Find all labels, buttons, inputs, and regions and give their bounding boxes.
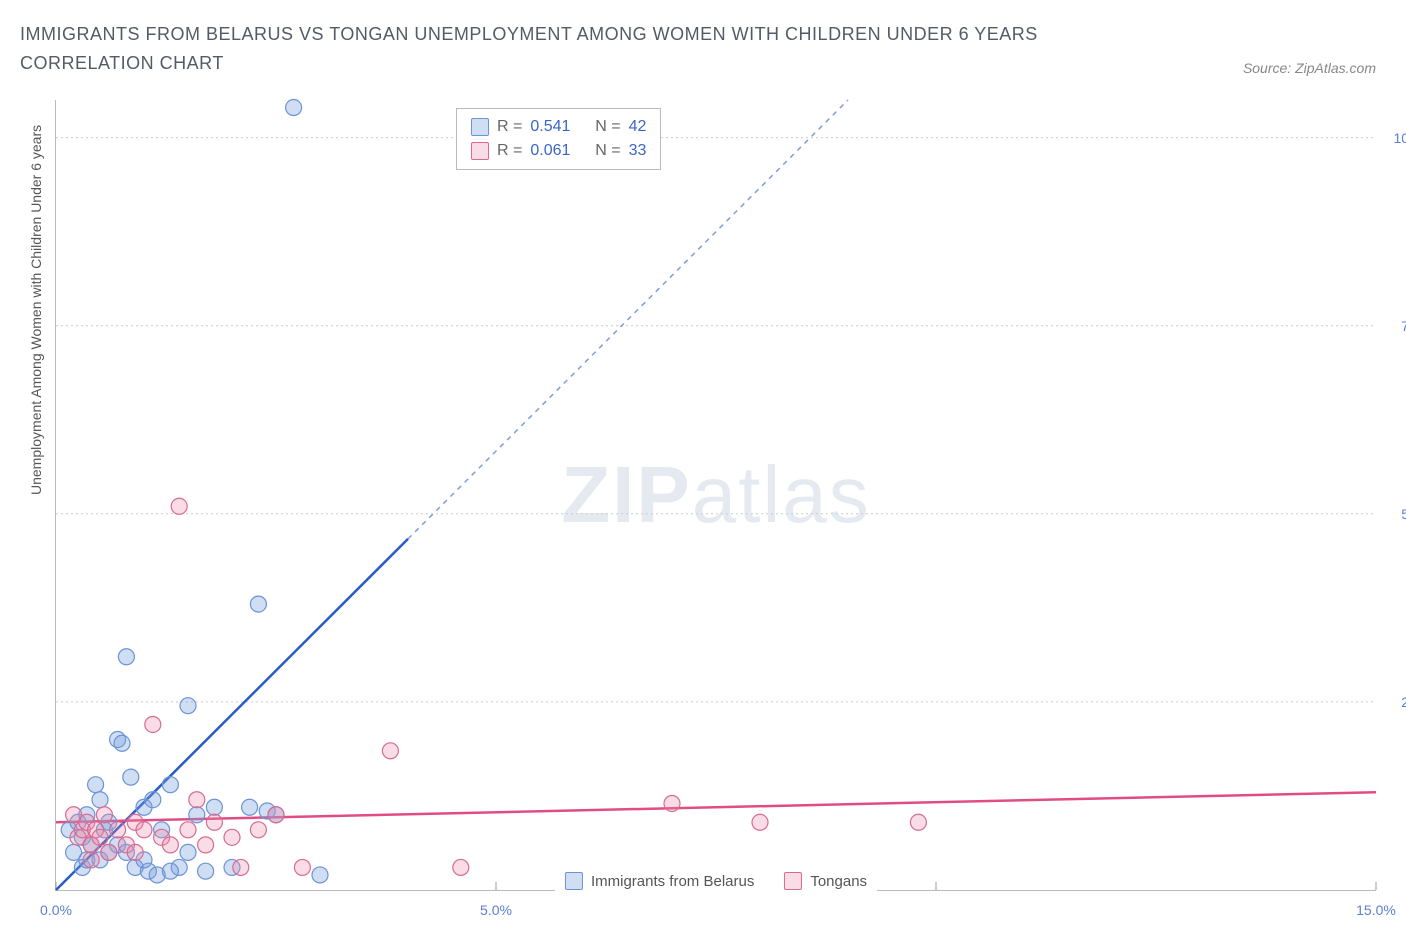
y-tick-label: 25.0% [1401, 694, 1406, 710]
r-label-2: R = [497, 139, 522, 163]
n-label-2: N = [595, 139, 620, 163]
y-axis-title: Unemployment Among Women with Children U… [28, 125, 44, 495]
legend-swatch-1 [565, 872, 583, 890]
x-tick-label: 5.0% [480, 902, 512, 918]
legend-label-1: Immigrants from Belarus [591, 873, 754, 890]
y-tick-label: 75.0% [1401, 318, 1406, 334]
swatch-series-1 [471, 118, 489, 136]
n-value-1: 42 [629, 115, 647, 139]
plot-area: ZIPatlas 25.0%50.0%75.0%100.0% 0.0%5.0%1… [55, 100, 1376, 891]
points-layer [56, 100, 1376, 890]
y-tick-label: 100.0% [1394, 130, 1406, 146]
r-label-1: R = [497, 115, 522, 139]
r-value-1: 0.541 [530, 115, 570, 139]
n-label-1: N = [595, 115, 620, 139]
x-tick-label: 15.0% [1356, 902, 1396, 918]
swatch-series-2 [471, 142, 489, 160]
legend-label-2: Tongans [810, 873, 867, 890]
source-label: Source: ZipAtlas.com [1243, 60, 1376, 76]
stats-row-2: R = 0.061 N = 33 [471, 139, 646, 163]
legend-item-2: Tongans [784, 872, 867, 890]
chart-title: IMMIGRANTS FROM BELARUS VS TONGAN UNEMPL… [20, 20, 1120, 78]
x-tick-label: 0.0% [40, 902, 72, 918]
r-value-2: 0.061 [530, 139, 570, 163]
bottom-legend: Immigrants from Belarus Tongans [555, 870, 877, 892]
legend-swatch-2 [784, 872, 802, 890]
y-tick-label: 50.0% [1401, 506, 1406, 522]
stats-row-1: R = 0.541 N = 42 [471, 115, 646, 139]
legend-item-1: Immigrants from Belarus [565, 872, 754, 890]
n-value-2: 33 [629, 139, 647, 163]
stats-legend: R = 0.541 N = 42 R = 0.061 N = 33 [456, 108, 661, 170]
